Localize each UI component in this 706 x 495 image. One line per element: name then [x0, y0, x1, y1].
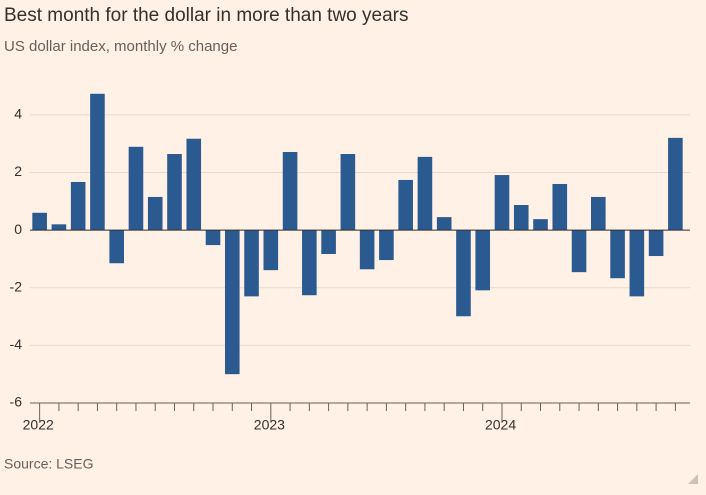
x-tick-label: 2024: [485, 417, 516, 433]
bar: [533, 219, 548, 231]
bar: [244, 230, 259, 297]
bar: [90, 93, 105, 231]
bar: [109, 230, 124, 264]
bar: [186, 138, 202, 231]
y-tick-label: 4: [14, 106, 22, 122]
resize-corner: [688, 474, 698, 484]
bar: [629, 230, 645, 297]
bar: [571, 230, 587, 273]
bar: [494, 175, 510, 231]
y-tick-label: -4: [10, 336, 23, 352]
bar: [398, 179, 413, 231]
bar: [417, 156, 433, 231]
bar: [359, 230, 375, 270]
bar: [591, 196, 606, 231]
bar: [552, 183, 568, 231]
x-tick-label: 2023: [254, 417, 285, 433]
bar: [475, 230, 491, 291]
bar: [436, 217, 452, 231]
bar: [668, 137, 683, 231]
bar: [51, 224, 67, 231]
x-tick-label: 2022: [23, 417, 54, 433]
bar: [610, 230, 625, 279]
bar: [648, 230, 664, 257]
chart-title: Best month for the dollar in more than t…: [4, 5, 408, 26]
bar: [147, 196, 163, 231]
bar: [263, 230, 279, 271]
y-tick-label: 0: [14, 221, 22, 237]
y-tick-label: 2: [14, 163, 22, 179]
bar: [70, 181, 86, 231]
bar: [302, 230, 317, 296]
bar: [32, 212, 47, 231]
bar: [321, 230, 336, 255]
bar: [282, 151, 298, 231]
y-tick-label: -6: [10, 394, 23, 410]
bar: [513, 205, 529, 231]
bar: [128, 146, 144, 231]
bar: [379, 230, 394, 261]
bar: [456, 230, 471, 317]
bar: [340, 154, 356, 231]
source: Source: LSEG: [4, 456, 94, 472]
y-tick-label: -2: [10, 278, 23, 294]
bar: [167, 154, 182, 231]
chart-subtitle: US dollar index, monthly % change: [4, 38, 237, 55]
bar: [205, 230, 221, 246]
bar: [224, 230, 240, 375]
